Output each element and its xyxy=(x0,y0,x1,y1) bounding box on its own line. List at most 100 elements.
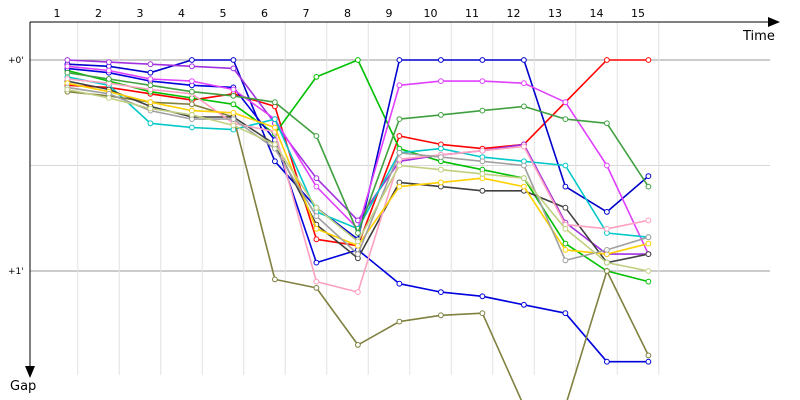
series-point xyxy=(396,318,403,325)
series-point xyxy=(604,268,610,274)
series-point xyxy=(645,217,652,224)
series-point xyxy=(189,63,195,70)
series-layer xyxy=(64,57,652,400)
series-point xyxy=(396,57,403,63)
series-point xyxy=(479,147,486,154)
series-point xyxy=(645,183,652,190)
lap-tick-label: 15 xyxy=(631,7,645,20)
series-point xyxy=(189,112,195,118)
series-point xyxy=(562,310,569,317)
series-point xyxy=(313,74,320,80)
series-point xyxy=(645,240,652,247)
series-point xyxy=(355,57,361,63)
series-point xyxy=(313,204,320,211)
series-point xyxy=(147,120,154,127)
series-point xyxy=(313,225,320,232)
x-axis-title: Time xyxy=(742,29,775,44)
series-point xyxy=(645,358,652,365)
series-point xyxy=(230,86,237,93)
series-point xyxy=(562,225,569,232)
series-line xyxy=(67,71,650,234)
series-point xyxy=(230,116,237,122)
series-point xyxy=(438,154,444,161)
series-point xyxy=(645,234,652,241)
series-point xyxy=(604,358,610,365)
series-point xyxy=(562,116,569,122)
series-point xyxy=(438,112,444,118)
x-axis-arrow-icon xyxy=(768,17,780,27)
lap-tick-label: 8 xyxy=(344,7,351,20)
series-point xyxy=(604,247,610,253)
series-point xyxy=(355,230,361,236)
series-point xyxy=(438,57,444,63)
lap-lines xyxy=(77,22,660,375)
series-point xyxy=(106,67,112,74)
series-point xyxy=(562,162,569,169)
series-point xyxy=(147,69,154,76)
series-point xyxy=(396,116,403,122)
series-point xyxy=(438,78,444,84)
series-point xyxy=(147,105,154,112)
series-point xyxy=(396,133,403,139)
series-point xyxy=(355,342,361,348)
series-point xyxy=(313,278,320,285)
series-point xyxy=(521,175,527,182)
series-point xyxy=(313,213,320,220)
series-point xyxy=(479,310,486,317)
series-point xyxy=(562,99,569,106)
series-point xyxy=(438,179,444,186)
series-point xyxy=(396,162,403,169)
series-point xyxy=(479,78,486,84)
series-point xyxy=(355,251,361,258)
y-axis-title: Gap xyxy=(10,379,36,394)
series-point xyxy=(396,82,403,89)
series-point xyxy=(479,293,486,300)
series-point xyxy=(645,352,652,359)
series-point xyxy=(562,183,569,190)
series-point xyxy=(604,209,610,215)
series-point xyxy=(64,63,71,70)
series-point xyxy=(604,225,610,232)
series-point xyxy=(645,57,652,63)
series-point xyxy=(562,240,569,247)
series-point xyxy=(438,312,444,319)
lap-tick-label: 5 xyxy=(220,7,227,20)
lap-tick-label: 7 xyxy=(303,7,310,20)
series-point xyxy=(230,57,237,63)
series-point xyxy=(479,107,486,114)
lap-tick-label: 9 xyxy=(386,7,393,20)
series-point xyxy=(645,268,652,274)
series-point xyxy=(562,257,569,264)
lap-tick-label: 2 xyxy=(95,7,102,20)
series-point xyxy=(521,162,527,169)
series-point xyxy=(396,183,403,190)
series-point xyxy=(521,80,527,87)
series-point xyxy=(355,238,361,245)
series-point xyxy=(313,259,320,266)
series-point xyxy=(479,57,486,63)
series-point xyxy=(230,93,237,99)
series-point xyxy=(521,57,527,63)
series-point xyxy=(230,109,237,116)
series-point xyxy=(521,183,527,190)
series-point xyxy=(604,57,610,63)
series-point xyxy=(106,76,112,82)
series-point xyxy=(521,143,527,150)
series-line xyxy=(67,59,649,241)
lap-tick-label: 1 xyxy=(54,7,61,20)
series-point xyxy=(272,124,278,131)
series-point xyxy=(64,69,71,76)
series-point xyxy=(230,101,237,108)
series-point xyxy=(645,173,652,180)
series-point xyxy=(562,204,569,211)
series-point xyxy=(272,276,278,283)
series-point xyxy=(521,103,527,110)
y-tick-label: +1' xyxy=(8,267,24,277)
series-point xyxy=(479,158,486,165)
y-axis-arrow-icon xyxy=(25,366,35,378)
lap-tick-label: 13 xyxy=(548,7,562,20)
series-point xyxy=(396,149,403,156)
series-point xyxy=(604,259,610,266)
series-point xyxy=(355,289,361,296)
series-point xyxy=(272,116,278,122)
